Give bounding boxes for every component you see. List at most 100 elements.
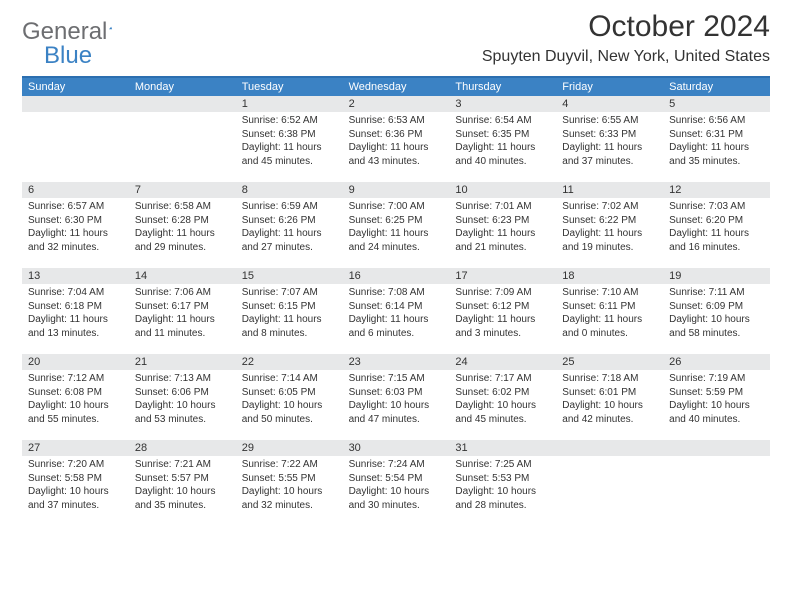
- day-number: 21: [129, 354, 236, 370]
- day-cell-24: 24Sunrise: 7:17 AMSunset: 6:02 PMDayligh…: [449, 354, 556, 440]
- day-number: 11: [556, 182, 663, 198]
- day-number: 15: [236, 268, 343, 284]
- day-number: 5: [663, 96, 770, 112]
- day-info: Sunrise: 7:04 AMSunset: 6:18 PMDaylight:…: [22, 284, 129, 340]
- day-cell-8: 8Sunrise: 6:59 AMSunset: 6:26 PMDaylight…: [236, 182, 343, 268]
- day-number: 16: [343, 268, 450, 284]
- day-info: Sunrise: 7:02 AMSunset: 6:22 PMDaylight:…: [556, 198, 663, 254]
- header: General October 2024 Spuyten Duyvil, New…: [0, 0, 792, 66]
- day-number: 8: [236, 182, 343, 198]
- day-cell-19: 19Sunrise: 7:11 AMSunset: 6:09 PMDayligh…: [663, 268, 770, 354]
- day-info: Sunrise: 7:09 AMSunset: 6:12 PMDaylight:…: [449, 284, 556, 340]
- day-info: Sunrise: 6:57 AMSunset: 6:30 PMDaylight:…: [22, 198, 129, 254]
- day-cell-26: 26Sunrise: 7:19 AMSunset: 5:59 PMDayligh…: [663, 354, 770, 440]
- day-info: Sunrise: 6:58 AMSunset: 6:28 PMDaylight:…: [129, 198, 236, 254]
- day-number: 1: [236, 96, 343, 112]
- day-cell-12: 12Sunrise: 7:03 AMSunset: 6:20 PMDayligh…: [663, 182, 770, 268]
- day-number: 30: [343, 440, 450, 456]
- day-number: 25: [556, 354, 663, 370]
- day-info: Sunrise: 7:20 AMSunset: 5:58 PMDaylight:…: [22, 456, 129, 512]
- empty-cell: [22, 96, 129, 182]
- day-cell-2: 2Sunrise: 6:53 AMSunset: 6:36 PMDaylight…: [343, 96, 450, 182]
- day-cell-15: 15Sunrise: 7:07 AMSunset: 6:15 PMDayligh…: [236, 268, 343, 354]
- day-number: 10: [449, 182, 556, 198]
- day-info: Sunrise: 7:08 AMSunset: 6:14 PMDaylight:…: [343, 284, 450, 340]
- day-cell-4: 4Sunrise: 6:55 AMSunset: 6:33 PMDaylight…: [556, 96, 663, 182]
- weekday-header-row: SundayMondayTuesdayWednesdayThursdayFrid…: [22, 78, 770, 96]
- day-info: Sunrise: 7:18 AMSunset: 6:01 PMDaylight:…: [556, 370, 663, 426]
- day-cell-10: 10Sunrise: 7:01 AMSunset: 6:23 PMDayligh…: [449, 182, 556, 268]
- weekday-saturday: Saturday: [663, 78, 770, 96]
- day-number: 29: [236, 440, 343, 456]
- empty-day-number: [22, 96, 129, 112]
- day-info: Sunrise: 7:00 AMSunset: 6:25 PMDaylight:…: [343, 198, 450, 254]
- day-cell-28: 28Sunrise: 7:21 AMSunset: 5:57 PMDayligh…: [129, 440, 236, 526]
- day-cell-17: 17Sunrise: 7:09 AMSunset: 6:12 PMDayligh…: [449, 268, 556, 354]
- day-info: Sunrise: 6:56 AMSunset: 6:31 PMDaylight:…: [663, 112, 770, 168]
- day-info: Sunrise: 7:06 AMSunset: 6:17 PMDaylight:…: [129, 284, 236, 340]
- day-cell-21: 21Sunrise: 7:13 AMSunset: 6:06 PMDayligh…: [129, 354, 236, 440]
- weekday-friday: Friday: [556, 78, 663, 96]
- day-number: 18: [556, 268, 663, 284]
- day-number: 6: [22, 182, 129, 198]
- day-cell-11: 11Sunrise: 7:02 AMSunset: 6:22 PMDayligh…: [556, 182, 663, 268]
- empty-day-number: [129, 96, 236, 112]
- day-number: 4: [556, 96, 663, 112]
- day-cell-3: 3Sunrise: 6:54 AMSunset: 6:35 PMDaylight…: [449, 96, 556, 182]
- day-info: Sunrise: 7:15 AMSunset: 6:03 PMDaylight:…: [343, 370, 450, 426]
- empty-cell: [129, 96, 236, 182]
- day-info: Sunrise: 6:55 AMSunset: 6:33 PMDaylight:…: [556, 112, 663, 168]
- day-cell-16: 16Sunrise: 7:08 AMSunset: 6:14 PMDayligh…: [343, 268, 450, 354]
- day-number: 7: [129, 182, 236, 198]
- day-info: Sunrise: 7:12 AMSunset: 6:08 PMDaylight:…: [22, 370, 129, 426]
- month-title: October 2024: [482, 10, 770, 44]
- day-info: Sunrise: 7:25 AMSunset: 5:53 PMDaylight:…: [449, 456, 556, 512]
- day-number: 3: [449, 96, 556, 112]
- day-cell-22: 22Sunrise: 7:14 AMSunset: 6:05 PMDayligh…: [236, 354, 343, 440]
- day-cell-29: 29Sunrise: 7:22 AMSunset: 5:55 PMDayligh…: [236, 440, 343, 526]
- day-number: 12: [663, 182, 770, 198]
- day-info: Sunrise: 7:11 AMSunset: 6:09 PMDaylight:…: [663, 284, 770, 340]
- day-cell-13: 13Sunrise: 7:04 AMSunset: 6:18 PMDayligh…: [22, 268, 129, 354]
- day-number: 2: [343, 96, 450, 112]
- day-number: 9: [343, 182, 450, 198]
- weekday-wednesday: Wednesday: [343, 78, 450, 96]
- weekday-tuesday: Tuesday: [236, 78, 343, 96]
- day-number: 24: [449, 354, 556, 370]
- day-info: Sunrise: 7:21 AMSunset: 5:57 PMDaylight:…: [129, 456, 236, 512]
- day-info: Sunrise: 7:19 AMSunset: 5:59 PMDaylight:…: [663, 370, 770, 426]
- day-cell-1: 1Sunrise: 6:52 AMSunset: 6:38 PMDaylight…: [236, 96, 343, 182]
- day-info: Sunrise: 7:13 AMSunset: 6:06 PMDaylight:…: [129, 370, 236, 426]
- day-number: 28: [129, 440, 236, 456]
- logo-triangle-icon: [109, 20, 112, 36]
- day-info: Sunrise: 7:01 AMSunset: 6:23 PMDaylight:…: [449, 198, 556, 254]
- day-cell-30: 30Sunrise: 7:24 AMSunset: 5:54 PMDayligh…: [343, 440, 450, 526]
- day-cell-25: 25Sunrise: 7:18 AMSunset: 6:01 PMDayligh…: [556, 354, 663, 440]
- empty-cell: [663, 440, 770, 526]
- day-number: 17: [449, 268, 556, 284]
- day-number: 23: [343, 354, 450, 370]
- location-text: Spuyten Duyvil, New York, United States: [482, 48, 770, 66]
- day-info: Sunrise: 7:14 AMSunset: 6:05 PMDaylight:…: [236, 370, 343, 426]
- day-number: 20: [22, 354, 129, 370]
- day-info: Sunrise: 7:10 AMSunset: 6:11 PMDaylight:…: [556, 284, 663, 340]
- day-cell-31: 31Sunrise: 7:25 AMSunset: 5:53 PMDayligh…: [449, 440, 556, 526]
- day-info: Sunrise: 7:22 AMSunset: 5:55 PMDaylight:…: [236, 456, 343, 512]
- title-block: October 2024 Spuyten Duyvil, New York, U…: [482, 10, 770, 66]
- day-cell-20: 20Sunrise: 7:12 AMSunset: 6:08 PMDayligh…: [22, 354, 129, 440]
- day-cell-14: 14Sunrise: 7:06 AMSunset: 6:17 PMDayligh…: [129, 268, 236, 354]
- calendar: SundayMondayTuesdayWednesdayThursdayFrid…: [22, 76, 770, 526]
- day-cell-6: 6Sunrise: 6:57 AMSunset: 6:30 PMDaylight…: [22, 182, 129, 268]
- day-cell-23: 23Sunrise: 7:15 AMSunset: 6:03 PMDayligh…: [343, 354, 450, 440]
- day-cell-18: 18Sunrise: 7:10 AMSunset: 6:11 PMDayligh…: [556, 268, 663, 354]
- day-number: 13: [22, 268, 129, 284]
- weekday-sunday: Sunday: [22, 78, 129, 96]
- day-info: Sunrise: 7:17 AMSunset: 6:02 PMDaylight:…: [449, 370, 556, 426]
- weekday-thursday: Thursday: [449, 78, 556, 96]
- day-info: Sunrise: 6:54 AMSunset: 6:35 PMDaylight:…: [449, 112, 556, 168]
- day-number: 22: [236, 354, 343, 370]
- day-cell-9: 9Sunrise: 7:00 AMSunset: 6:25 PMDaylight…: [343, 182, 450, 268]
- logo-blue-text-wrap: Blue: [44, 42, 92, 70]
- logo-text-blue: Blue: [44, 42, 92, 69]
- day-info: Sunrise: 7:24 AMSunset: 5:54 PMDaylight:…: [343, 456, 450, 512]
